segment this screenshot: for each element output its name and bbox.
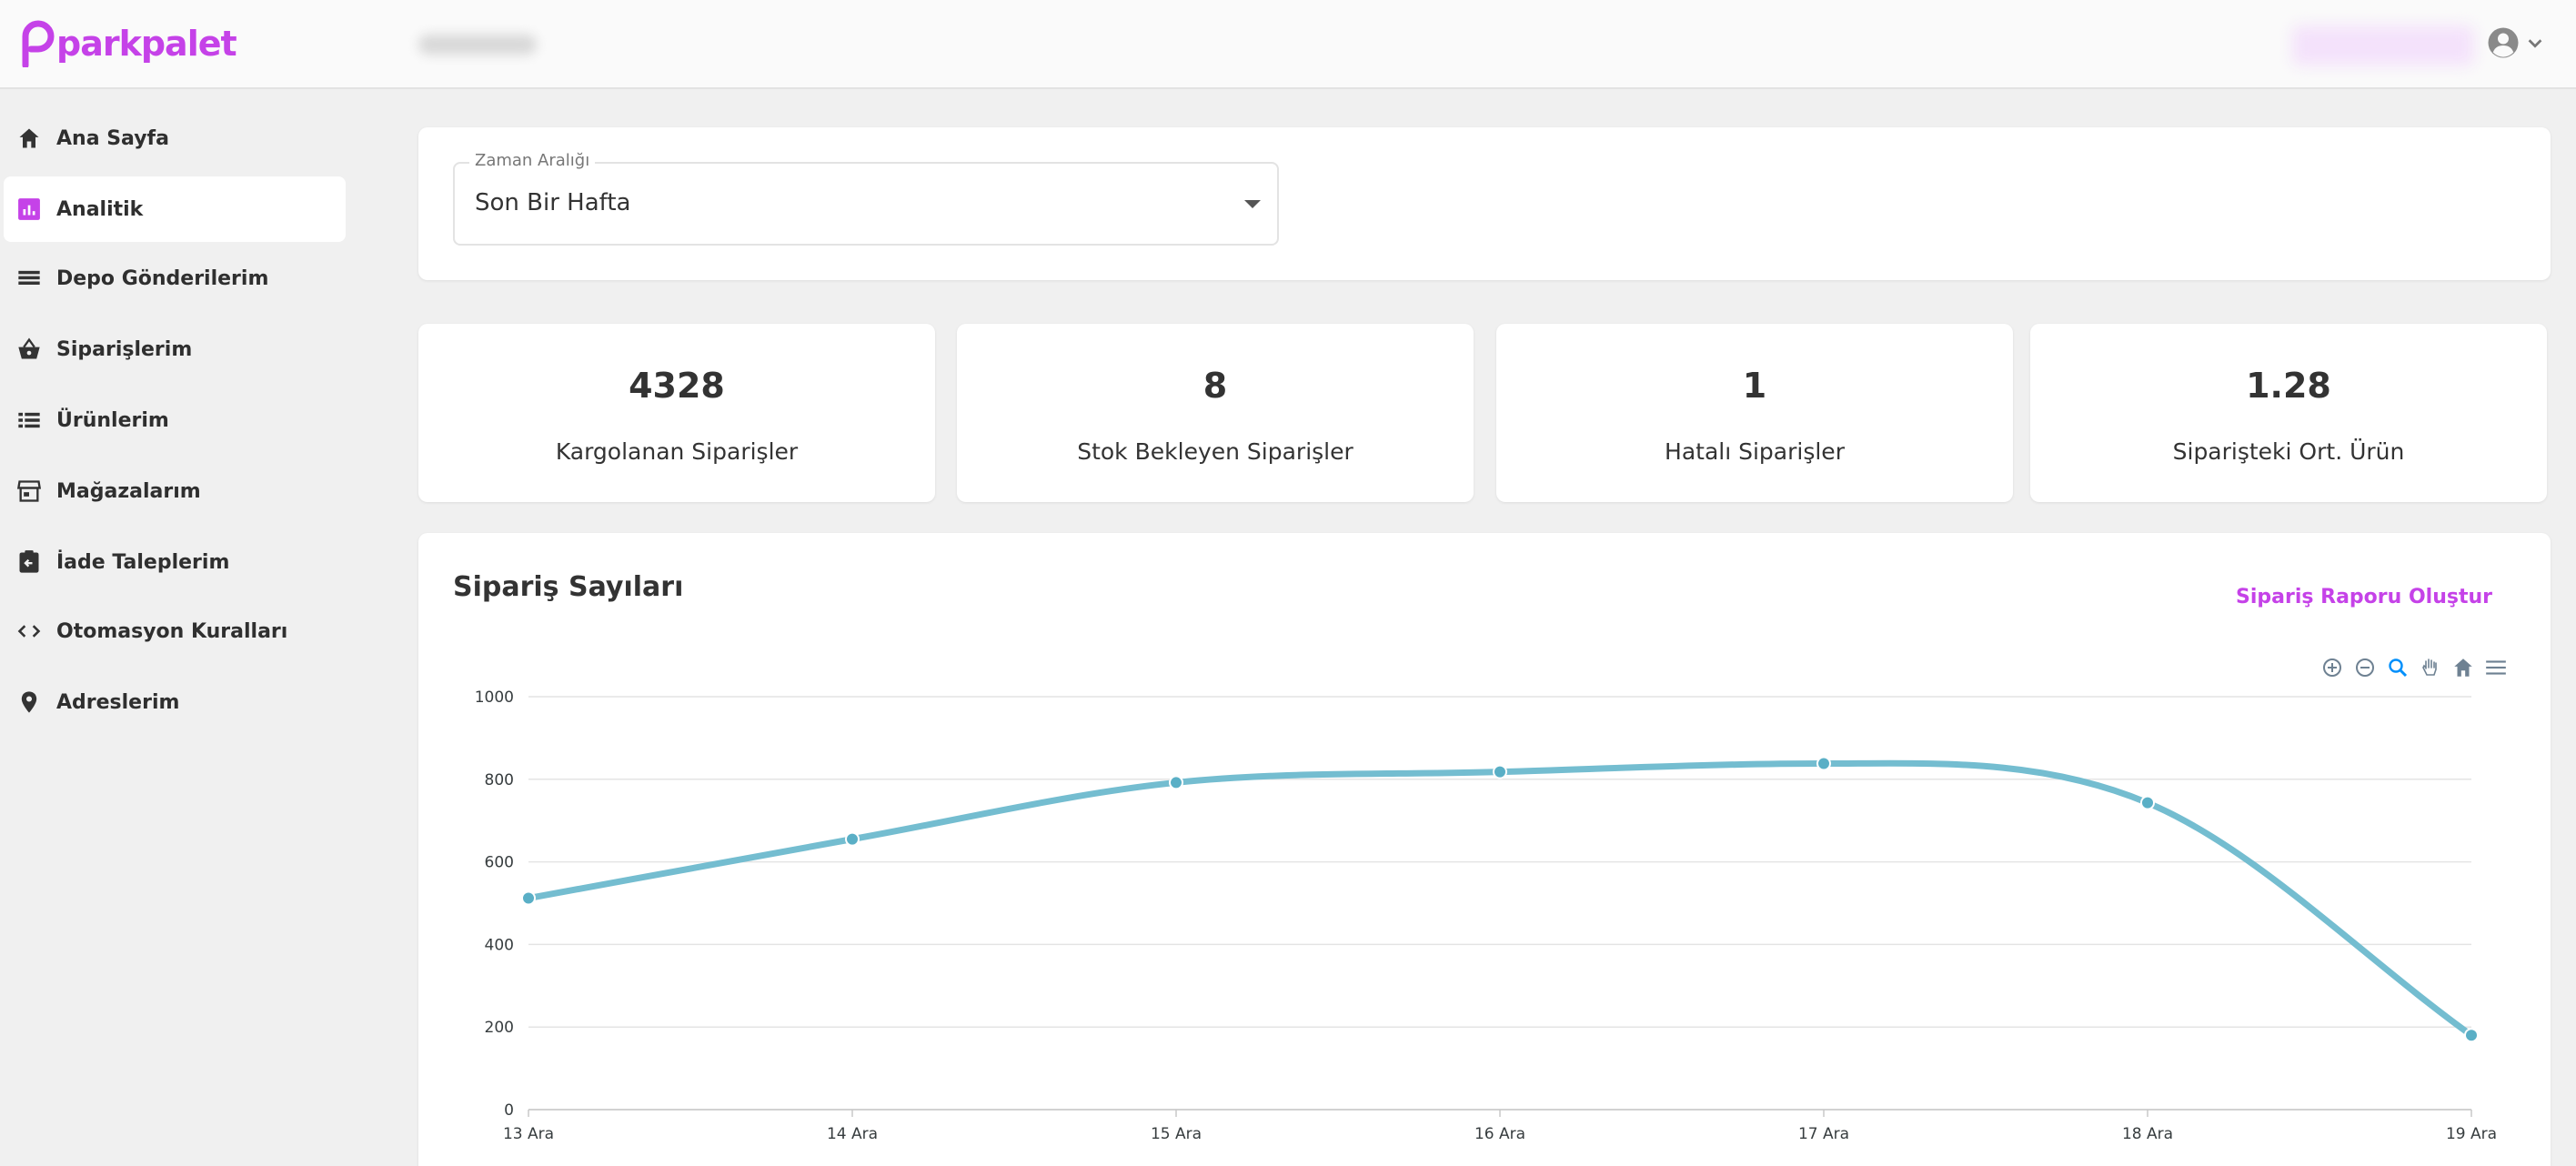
brand-name: parkpalet (56, 24, 237, 64)
y-tick-label: 600 (485, 854, 514, 872)
x-tick-label: 18 Ara (2122, 1125, 2173, 1143)
x-tick-label: 14 Ara (827, 1125, 878, 1143)
chart-title: Sipariş Sayıları (453, 571, 684, 603)
account-circle-icon (2488, 27, 2519, 58)
stat-label: Hatalı Siparişler (1665, 438, 1845, 465)
sidebar-item-orders[interactable]: Siparişlerim (4, 317, 346, 382)
x-tick-label: 13 Ara (503, 1125, 554, 1143)
order-counts-card: Sipariş Sayıları Sipariş Raporu Oluştur … (418, 533, 2551, 1166)
time-range-label: Zaman Aralığı (469, 151, 596, 170)
selection-zoom-icon[interactable] (2385, 655, 2410, 680)
reset-home-icon[interactable] (2450, 655, 2476, 680)
code-icon (15, 617, 44, 646)
sidebar-item-label: Ürünlerim (56, 408, 169, 432)
sidebar-item-label: Siparişlerim (56, 337, 193, 361)
data-point[interactable] (845, 831, 860, 847)
sidebar-item-products[interactable]: Ürünlerim (4, 387, 346, 453)
y-tick-label: 800 (485, 771, 514, 789)
sidebar-item-addresses[interactable]: Adreslerim (4, 669, 346, 735)
sidebar-item-label: Otomasyon Kuralları (56, 619, 288, 643)
y-tick-label: 200 (485, 1019, 514, 1037)
brand-logo-icon (22, 20, 55, 67)
data-point[interactable] (1493, 764, 1507, 779)
y-tick-label: 0 (504, 1101, 514, 1120)
stat-card-avg-items: 1.28 Siparişteki Ort. Ürün (2030, 324, 2547, 502)
pan-icon[interactable] (2418, 655, 2443, 680)
x-tick-label: 15 Ara (1151, 1125, 1202, 1143)
sidebar-item-returns[interactable]: İade Taleplerim (4, 529, 346, 595)
store-icon (15, 477, 44, 506)
stat-value: 1.28 (2246, 366, 2331, 406)
return-icon (15, 548, 44, 577)
sidebar-item-automation-rules[interactable]: Otomasyon Kuralları (4, 598, 346, 664)
sidebar-item-label: Ana Sayfa (56, 126, 169, 150)
data-point[interactable] (521, 890, 536, 906)
sidebar-item-label: Adreslerim (56, 690, 180, 714)
sidebar-item-warehouse-shipments[interactable]: Depo Gönderilerim (4, 246, 346, 311)
sidebar-item-stores[interactable]: Mağazalarım (4, 458, 346, 524)
sidebar-item-label: Analitik (56, 197, 144, 221)
blurred-page-title (418, 35, 537, 55)
sidebar-item-label: İade Taleplerim (56, 550, 230, 574)
warehouse-icon (15, 264, 44, 293)
account-menu[interactable] (2487, 24, 2560, 62)
blurred-header-button[interactable] (2292, 25, 2474, 65)
zoom-in-icon[interactable] (2319, 655, 2345, 680)
order-counts-chart[interactable]: 0 200 400 600 800 1000 13 Ara 14 Ara 15 Ara 16 Ar… (418, 533, 2551, 1166)
time-range-value: Son Bir Hafta (475, 189, 631, 216)
analytics-icon (15, 195, 44, 224)
stat-value: 4328 (629, 366, 725, 406)
time-range-select[interactable]: Zaman Aralığı Son Bir Hafta (453, 151, 1279, 246)
list-icon (15, 406, 44, 435)
data-point[interactable] (2140, 795, 2155, 810)
y-tick-label: 1000 (475, 689, 514, 707)
sidebar-item-analytics[interactable]: Analitik (4, 176, 346, 242)
stat-card-awaiting-stock: 8 Stok Bekleyen Siparişler (957, 324, 1474, 502)
data-point[interactable] (1169, 775, 1183, 790)
data-point[interactable] (2464, 1028, 2479, 1043)
stat-label: Stok Bekleyen Siparişler (1077, 438, 1353, 465)
chevron-down-icon (2528, 39, 2542, 48)
y-tick-label: 400 (485, 936, 514, 954)
create-order-report-button[interactable]: Sipariş Raporu Oluştur (2236, 586, 2492, 608)
chart-toolbar (2319, 655, 2509, 680)
home-icon (15, 124, 44, 153)
x-tick-label: 17 Ara (1798, 1125, 1849, 1143)
menu-icon[interactable] (2483, 655, 2509, 680)
sidebar-item-label: Mağazalarım (56, 479, 201, 503)
top-bar: parkpalet (0, 0, 2576, 89)
stat-label: Kargolanan Siparişler (555, 438, 799, 465)
stat-value: 1 (1742, 366, 1767, 406)
x-tick-label: 19 Ara (2446, 1125, 2497, 1143)
location-icon (15, 688, 44, 717)
data-point[interactable] (1816, 756, 1831, 771)
series-line (525, 759, 2475, 1039)
zoom-out-icon[interactable] (2352, 655, 2378, 680)
filter-card: Zaman Aralığı Son Bir Hafta (418, 127, 2551, 280)
brand-logo[interactable]: parkpalet (20, 18, 237, 69)
stat-label: Siparişteki Ort. Ürün (2172, 438, 2405, 465)
sidebar-item-label: Depo Gönderilerim (56, 266, 269, 290)
sidebar-item-home[interactable]: Ana Sayfa (4, 106, 346, 171)
basket-icon (15, 335, 44, 364)
stat-card-shipped: 4328 Kargolanan Siparişler (418, 324, 935, 502)
x-tick-label: 16 Ara (1474, 1125, 1525, 1143)
stat-card-faulty: 1 Hatalı Siparişler (1496, 324, 2013, 502)
stat-value: 8 (1202, 366, 1228, 406)
dropdown-arrow-icon (1244, 200, 1261, 208)
